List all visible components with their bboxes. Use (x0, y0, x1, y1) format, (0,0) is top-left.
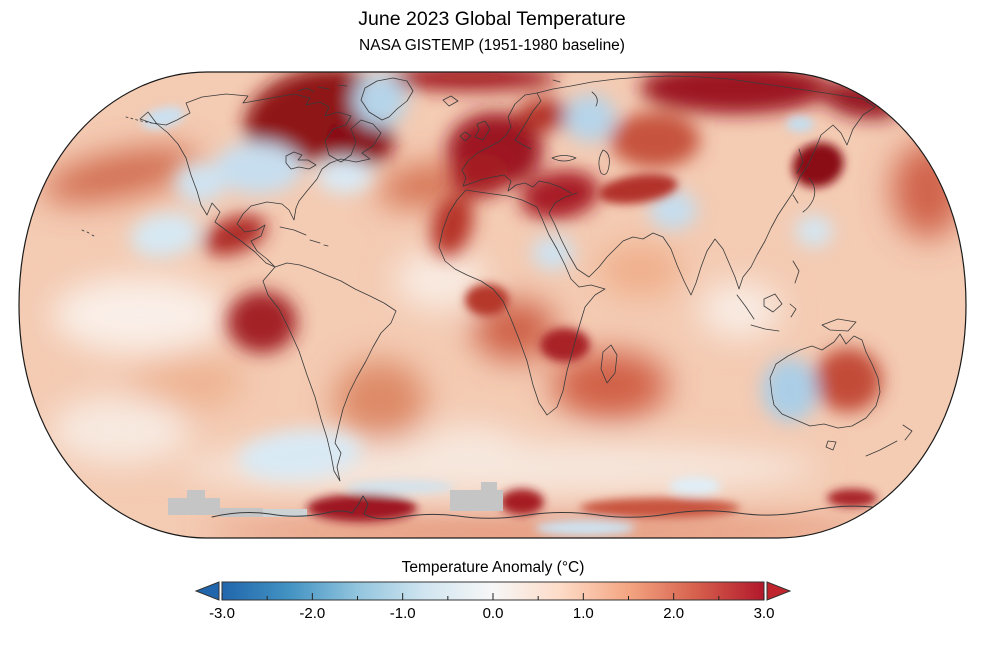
colorbar-tick-label: 1.0 (573, 605, 594, 622)
coastline-madagascar (600, 344, 618, 384)
central-us-cool-blob (214, 142, 302, 194)
east-siberian-sea-cool-blob (786, 116, 814, 132)
no-data-patch (187, 490, 205, 499)
weddell-pale-band-blob (345, 480, 455, 494)
baffin-bay-cool-blob (353, 73, 407, 127)
north-pacific-warm-band-blob (41, 147, 199, 203)
south-america-interior-warm-blob (334, 360, 426, 440)
coastline-arctic-islands (297, 79, 598, 107)
coastline-antarctica (211, 495, 873, 520)
coastline-north-america (139, 93, 382, 268)
nigeria-hot-blob (465, 284, 509, 316)
philippine-sea-cool-blob (795, 215, 833, 247)
coastline-sakhalin (796, 148, 804, 174)
antarctica-far-east-hot-blob (827, 489, 877, 507)
coastline-british-isles (459, 120, 491, 142)
arctic-top-hot-blob (382, 72, 558, 91)
okhotsk-hot-blob (792, 142, 844, 188)
west-pacific-pale-blob (698, 282, 782, 338)
peru-nino-hot-blob (227, 291, 297, 353)
colorbar-tick-label: -1.0 (390, 605, 416, 622)
coastline-southeast-asia-islands (736, 260, 800, 332)
scandinavia-warm-blob (517, 99, 573, 131)
coastline-new-zealand (865, 424, 913, 457)
coastline-iceland (442, 95, 459, 107)
antarctica-east-warm-blob (580, 498, 740, 518)
southeast-pacific-cool-blob (238, 429, 362, 481)
coastline-aleutians (125, 116, 158, 125)
north-atlantic-warm-band-blob (377, 163, 473, 207)
iberia-france-hot-blob (450, 153, 510, 197)
urals-warm-blob (610, 112, 700, 168)
antarctica-central-hot-blob (500, 489, 544, 515)
colorbar-tick-label: 3.0 (754, 605, 775, 622)
south-pacific-pale-blob (50, 396, 190, 464)
coastline-greenland (360, 77, 414, 121)
below-antarctic-coast-cool-blob (535, 520, 635, 536)
colorbar-label: Temperature Anomaly (°C) (402, 559, 585, 576)
coastline-korea (792, 194, 799, 204)
tibet-hot-blob (598, 174, 678, 204)
chart-title: June 2023 Global Temperature (358, 8, 625, 30)
map-outline (18, 71, 967, 539)
east-australia-warm-blob (814, 348, 882, 412)
mid-atlantic-pale-blob (394, 250, 486, 310)
west-australia-cool-blob (762, 358, 818, 422)
south-pacific-mid-warm-blob (125, 356, 245, 414)
colorbar-under-arrow (194, 581, 220, 601)
colorbar-over-arrow (766, 581, 792, 601)
coastline-europe-scandinavia (461, 92, 542, 171)
arabian-sea-warm-blob (598, 244, 682, 296)
nw-atlantic-cool-blob (317, 158, 373, 194)
colorbar-tick-label: -3.0 (209, 605, 235, 622)
east-mediterranean-hot-blob (520, 170, 600, 220)
coastline-new-guinea (821, 318, 857, 332)
colorbar-tick-label: -2.0 (299, 605, 325, 622)
east-pacific-equatorial-pale-blob (52, 277, 228, 353)
coastline-asia (536, 75, 876, 296)
sw-indian-ocean-hot-blob (540, 328, 590, 362)
no-data-patch (168, 498, 220, 515)
southern-ocean-cool-spot-blob (669, 477, 721, 495)
colorbar: Temperature Anomaly (°C) -3.0 -2.0 -1.0 0.0… (194, 559, 792, 622)
colorbar-tick-label: 0.0 (483, 605, 504, 622)
world-map (18, 71, 967, 539)
east-pacific-baja-cool-blob (130, 212, 200, 258)
coastline-black-sea (551, 155, 577, 162)
colorbar-tick-label: 2.0 (663, 605, 684, 622)
no-data-patch (481, 482, 497, 491)
coastline-tasmania (825, 440, 837, 451)
coastline-mediterranean (461, 169, 572, 194)
coastline-caspian-sea (598, 149, 610, 175)
us-southwest-cool-blob (175, 163, 225, 203)
coastline-south-america (262, 262, 397, 482)
siberia-hot-blob (640, 72, 830, 114)
coastline-africa (438, 189, 606, 416)
no-data-patch (450, 490, 503, 511)
coastline-caribbean (279, 226, 329, 247)
chart-subtitle: NASA GISTEMP (1951-1980 baseline) (359, 37, 625, 54)
coastline-australia (769, 333, 881, 429)
kara-sea-cool-blob (564, 94, 616, 142)
north-india-cool-blob (649, 190, 697, 230)
east-asia-pacific-warm-blob (892, 142, 964, 238)
northwest-africa-hot-blob (430, 193, 474, 257)
coastline-hawaii (81, 229, 95, 237)
no-data-patch (263, 509, 307, 517)
alaska-gulf-cool-blob (141, 106, 185, 130)
coastline-japan (802, 177, 816, 213)
coastline-great-lakes (285, 151, 317, 170)
indian-ocean-warm-blob (552, 351, 668, 419)
antarctic-peninsula-hot-blob (307, 494, 417, 522)
coastlines (81, 75, 913, 520)
